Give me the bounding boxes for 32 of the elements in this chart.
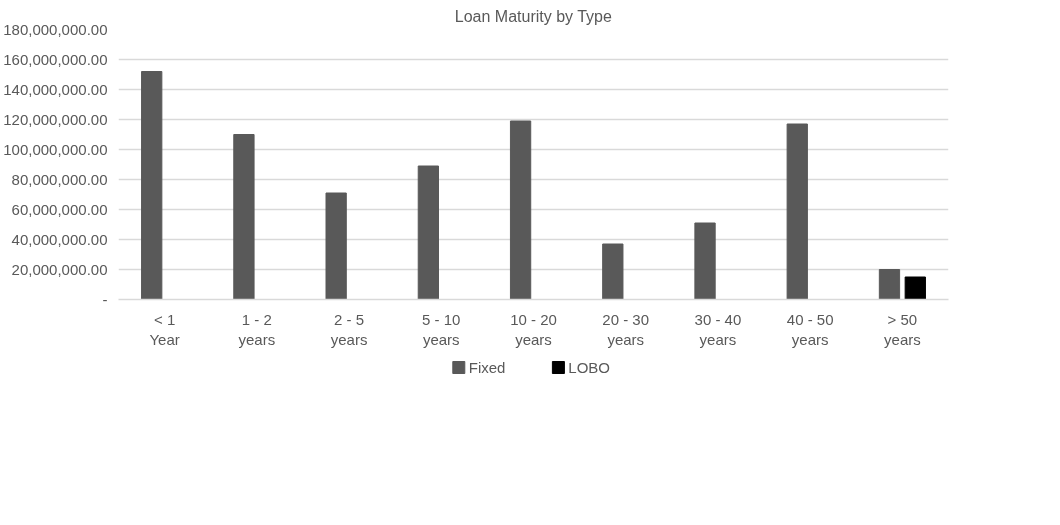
x-tick-label: 30 - 40 years xyxy=(694,310,742,348)
x-tick-label: < 1 Year xyxy=(149,310,180,348)
bar xyxy=(878,269,901,300)
bar xyxy=(233,134,255,300)
bar xyxy=(325,192,347,300)
y-tick-label: 80,000,000.00 xyxy=(11,170,108,188)
y-tick-label: 20,000,000.00 xyxy=(11,260,108,278)
x-tick-label: 2 - 5 years xyxy=(330,310,368,348)
y-tick-label: 40,000,000.00 xyxy=(11,230,108,248)
bar xyxy=(602,243,624,300)
x-tick-label: > 50 years xyxy=(884,310,921,348)
x-tick-label: 10 - 20 years xyxy=(510,310,557,348)
y-tick-label: 180,000,000.00 xyxy=(3,20,108,38)
x-tick-label: 20 - 30 years xyxy=(602,310,650,348)
bar xyxy=(509,120,532,300)
y-tick-label: 120,000,000.00 xyxy=(3,110,108,128)
y-tick-label: 60,000,000.00 xyxy=(11,200,108,218)
y-tick-label: 100,000,000.00 xyxy=(3,140,108,158)
bar xyxy=(786,123,808,300)
y-tick-label: 140,000,000.00 xyxy=(3,80,108,98)
y-tick-label: 160,000,000.00 xyxy=(3,50,108,68)
legend-label: Fixed xyxy=(468,359,506,376)
x-tick-label: 40 - 50 years xyxy=(786,310,834,348)
x-tick-label: 1 - 2 years xyxy=(238,310,276,348)
y-tick-label: - xyxy=(102,290,108,308)
bar xyxy=(694,222,716,300)
bar xyxy=(417,165,440,300)
bar xyxy=(904,276,926,300)
bar xyxy=(141,71,163,300)
legend-label: LOBO xyxy=(568,359,611,376)
x-tick-label: 5 - 10 years xyxy=(422,310,461,348)
chart-title: Loan Maturity by Type xyxy=(454,7,613,25)
